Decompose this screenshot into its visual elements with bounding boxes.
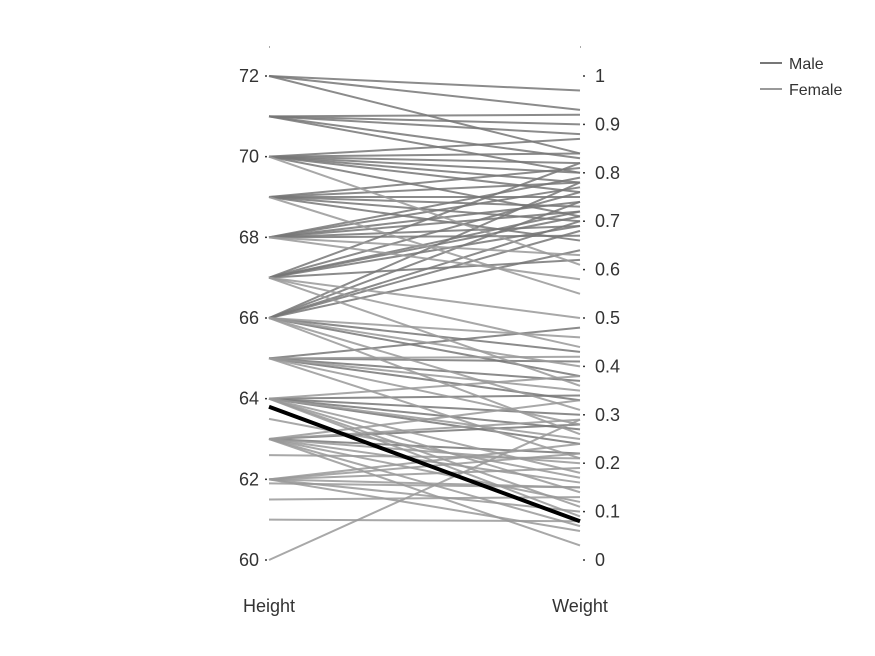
female-line [268,357,581,460]
female-line [268,317,581,339]
weight-tick-label: 0.8 [595,163,620,183]
male-line [268,357,581,402]
weight-tick-label: 0.7 [595,211,620,231]
height-axis-label: Height [243,596,295,616]
male-line [268,225,581,279]
female-line [268,478,581,532]
female-line [268,397,581,474]
female-line [268,276,581,387]
female-line [268,317,581,368]
female-line [268,397,581,494]
female-line [268,438,581,465]
height-axis: 60 62 64 66 68 70 72 [239,46,270,570]
female-line [268,317,581,436]
legend: Male Female [760,56,842,99]
male-line [268,166,581,198]
female-line [268,418,581,440]
female-line [268,417,581,479]
male-line [268,75,581,92]
female-line [268,397,581,508]
male-line [268,115,581,160]
legend-label-male: Male [789,56,824,73]
male-line [268,196,581,223]
male-line [268,191,581,279]
female-line [268,276,581,349]
male-line [268,181,581,198]
male-line [268,229,581,319]
weight-tick-label: 0.6 [595,260,620,280]
female-line [268,276,581,319]
female-line [268,442,581,481]
height-tick-label: 62 [239,469,259,489]
female-line [268,236,581,281]
female-line [268,355,581,360]
female-line [268,418,581,561]
weight-tick-label: 0 [595,550,605,570]
female-line [268,438,581,547]
male-line [268,155,581,174]
female-line [268,375,581,400]
female-line [268,399,581,440]
male-line [268,225,581,239]
female-line [268,155,581,266]
height-tick-label: 70 [239,147,259,167]
female-line [268,482,581,489]
weight-tick-label: 1 [595,66,605,86]
male-line [268,234,581,239]
male-line [268,394,581,400]
male-line [268,137,581,158]
male-line [268,115,581,136]
male-line [268,155,581,165]
male-line [268,397,581,416]
female-line [268,317,581,411]
male-line [268,176,581,239]
female-line [268,496,581,501]
data-lines [268,75,581,561]
male-line [268,162,581,279]
male-line [268,186,581,239]
male-line [268,200,581,319]
male-line [268,397,581,431]
height-tick-label: 60 [239,550,259,570]
female-line [268,357,581,392]
female-line [268,438,581,503]
weight-tick-label: 0.1 [595,502,620,522]
weight-tick-label: 0.5 [595,308,620,328]
female-line [268,518,581,523]
female-line [268,454,581,460]
female-line [268,467,581,481]
male-line [268,75,581,111]
weight-axis: 0 0.1 0.2 0.3 0.4 0.5 0.6 0.7 0.8 0.9 1 [580,46,620,570]
male-line [268,357,581,382]
male-line [268,113,581,118]
male-line [268,317,581,378]
weight-tick-label: 0.9 [595,114,620,134]
weight-tick-label: 0.3 [595,405,620,425]
male-line [268,152,581,158]
legend-label-female: Female [789,82,842,99]
male-line [268,210,581,239]
male-line [268,115,581,174]
weight-tick-label: 0.4 [595,356,620,376]
height-tick-label: 72 [239,66,259,86]
male-line [268,155,581,194]
highlight-line [268,404,581,524]
weight-axis-label: Weight [552,596,608,616]
height-tick-label: 64 [239,389,259,409]
male-line [268,220,581,319]
male-line [268,317,581,353]
male-line [268,155,581,184]
male-line [268,249,581,319]
height-tick-label: 68 [239,227,259,247]
female-line [268,357,581,426]
male-line [268,115,581,126]
weight-tick-label: 0.2 [595,453,620,473]
female-line [268,236,581,257]
height-tick-label: 66 [239,308,259,328]
